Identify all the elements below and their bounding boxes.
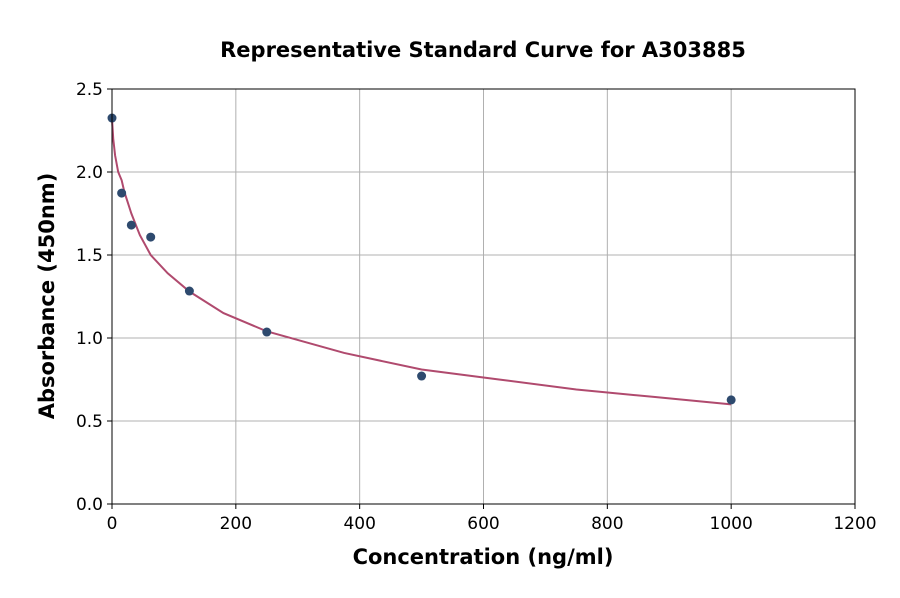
x-tick-label: 1200 xyxy=(833,514,876,534)
x-tick-label: 0 xyxy=(107,514,118,534)
y-tick-label: 2.0 xyxy=(76,163,103,183)
data-point xyxy=(184,286,194,296)
grid xyxy=(111,88,856,505)
marks xyxy=(107,113,736,406)
y-tick-label: 1.0 xyxy=(76,329,103,349)
x-tick-label: 1000 xyxy=(710,514,753,534)
y-tick-label: 1.5 xyxy=(76,246,103,266)
data-point xyxy=(417,371,427,381)
y-tick-label: 0.0 xyxy=(76,495,103,515)
fitted-curve-line xyxy=(111,118,732,406)
ticks: 0 200 400 600 800 1000 1200 0.0 0.5 1.0 1.5 2.0 2.5 xyxy=(76,80,877,534)
x-tick-label: 600 xyxy=(467,514,499,534)
x-tick-label: 200 xyxy=(220,514,252,534)
chart-title: Representative Standard Curve for A30388… xyxy=(220,38,746,62)
plot-frame xyxy=(111,88,856,505)
y-tick-label: 0.5 xyxy=(76,412,103,432)
x-tick-label: 800 xyxy=(591,514,623,534)
data-point xyxy=(262,327,272,337)
y-tick-label: 2.5 xyxy=(76,80,103,100)
data-point xyxy=(117,188,127,198)
data-point xyxy=(126,220,136,230)
data-point xyxy=(146,232,156,242)
x-axis-label: Concentration (ng/ml) xyxy=(353,545,614,569)
data-point xyxy=(726,395,736,405)
x-tick-label: 400 xyxy=(343,514,375,534)
y-axis-label: Absorbance (450nm) xyxy=(35,173,59,420)
